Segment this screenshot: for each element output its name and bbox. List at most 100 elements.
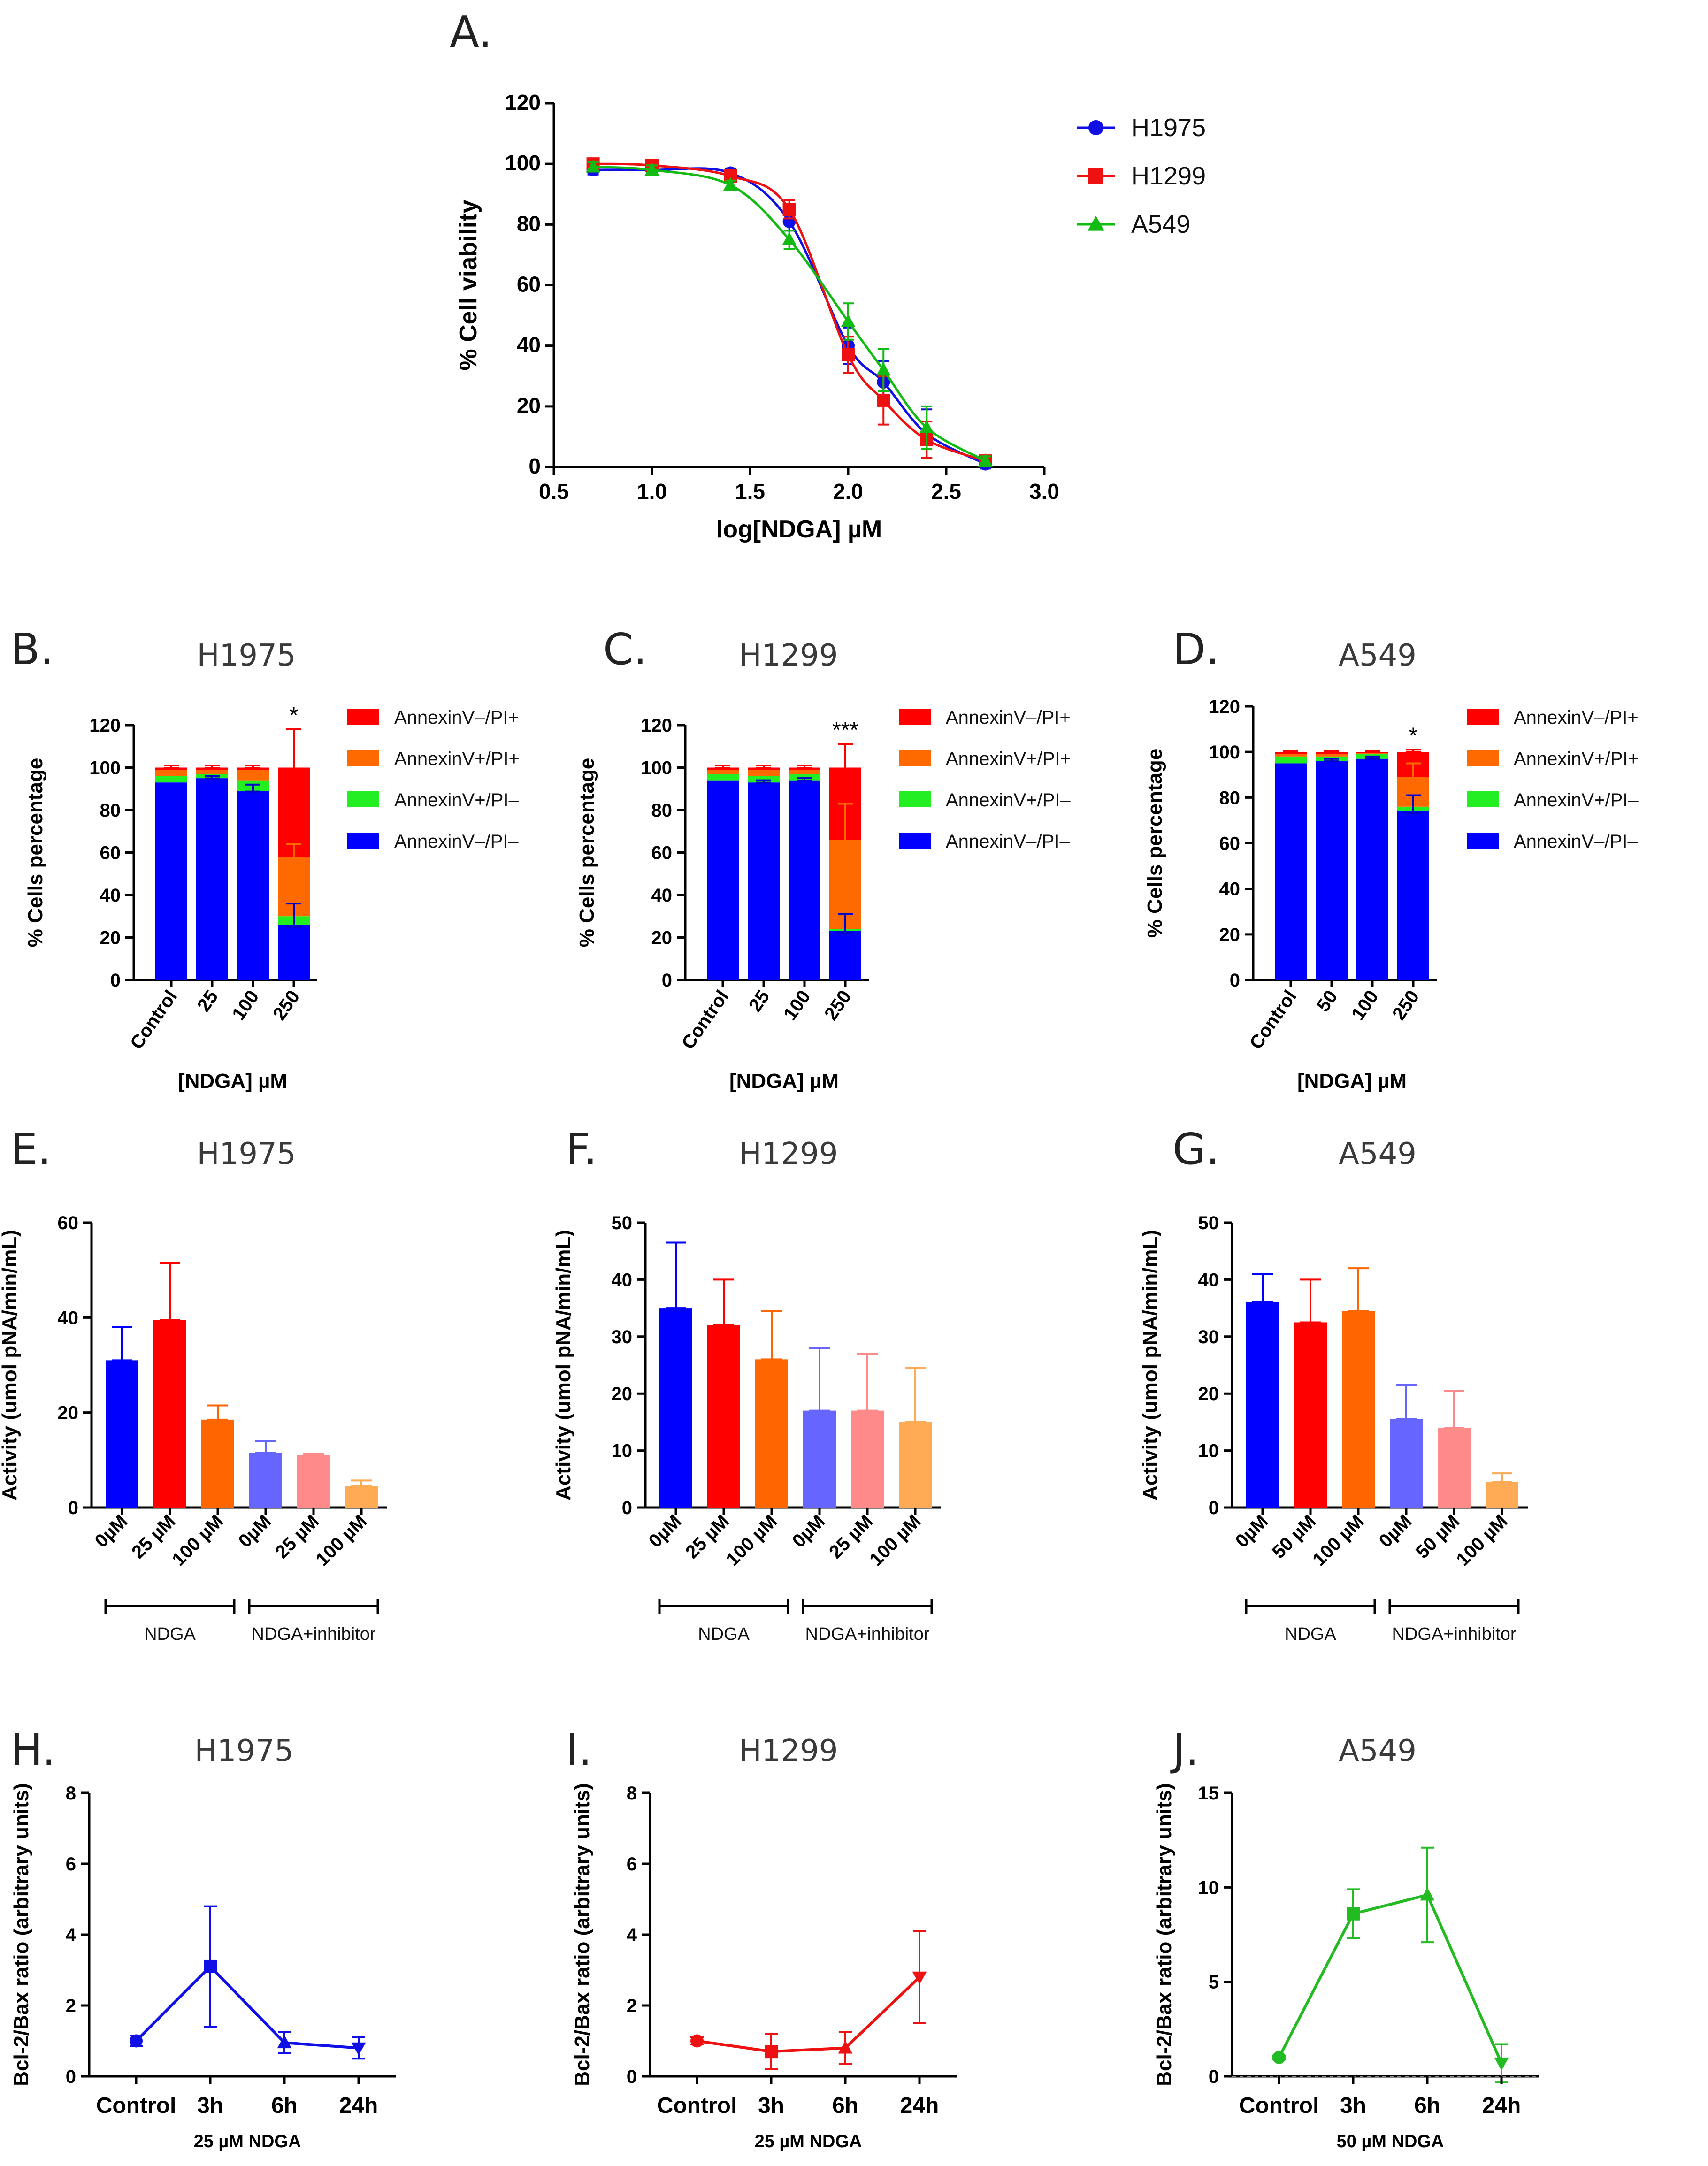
x-tick-label: 0µM xyxy=(1375,1511,1416,1552)
y-tick-label: 8 xyxy=(627,1783,637,1804)
y-tick-label: 40 xyxy=(612,1270,633,1290)
legend-swatch xyxy=(347,709,379,725)
panel-title: H1975 xyxy=(197,638,296,673)
series-a549 xyxy=(1272,1846,1509,2083)
error-bar xyxy=(245,783,260,793)
error-bar xyxy=(1283,750,1298,753)
legend-swatch xyxy=(347,750,379,766)
series-a549: A549 xyxy=(586,159,1190,467)
x-tick-label: 0µM xyxy=(235,1511,276,1552)
x-tick-label: 2.5 xyxy=(931,479,961,504)
data-point xyxy=(1494,2057,1509,2071)
legend-swatch xyxy=(1467,750,1499,766)
x-tick-label: 1.0 xyxy=(637,479,667,504)
data-point xyxy=(919,420,934,433)
data-point xyxy=(842,348,855,362)
y-tick-label: 0 xyxy=(68,1498,78,1518)
y-tick-label: 10 xyxy=(1198,1441,1219,1462)
group-bracket xyxy=(802,1599,933,1614)
y-tick-label: 2 xyxy=(627,1996,637,2016)
y-axis-label: % Cells percentage xyxy=(24,758,47,948)
error-bar xyxy=(286,903,301,928)
error-bar xyxy=(797,777,812,782)
x-axis-label: [NDGA] µM xyxy=(178,1070,287,1093)
x-tick-label: 0µM xyxy=(91,1511,132,1552)
group-label: NDGA+inhibitor xyxy=(251,1624,375,1644)
error-bar xyxy=(809,1347,830,1412)
panel-letter: J. xyxy=(1170,1725,1199,1775)
y-tick-label: 10 xyxy=(612,1441,633,1462)
bar xyxy=(899,1422,932,1508)
legend-swatch xyxy=(347,791,379,807)
series-line xyxy=(135,1964,359,2050)
x-tick-label: 2.0 xyxy=(833,479,863,504)
panel-c-apoptosis: C. H1299 0 20 40 60 80 100 120 % Cells percentage… xyxy=(575,624,1071,1093)
y-tick-label: 0 xyxy=(110,970,121,991)
y-tick-label: 50 xyxy=(1198,1213,1219,1233)
bar-segment-0 xyxy=(789,780,820,980)
y-tick-label: 6 xyxy=(627,1854,637,1875)
bar xyxy=(1390,1419,1423,1508)
y-tick-label: 60 xyxy=(58,1213,79,1233)
x-tick-label: Control xyxy=(678,987,733,1053)
y-tick-label: 40 xyxy=(651,885,673,906)
legend-label: A549 xyxy=(1131,210,1190,238)
y-tick-label: 0 xyxy=(627,2067,637,2087)
legend-label: AnnexinV–/PI+ xyxy=(946,707,1071,728)
data-point xyxy=(277,2035,292,2049)
y-tick-label: 80 xyxy=(100,800,121,821)
bar-segment-1 xyxy=(789,774,820,781)
y-tick-label: 40 xyxy=(100,885,121,906)
x-tick-label: 250 xyxy=(820,987,855,1024)
legend-swatch xyxy=(1467,709,1499,725)
y-tick-label: 20 xyxy=(651,928,673,949)
data-point xyxy=(204,1959,217,1973)
group-label: NDGA+inhibitor xyxy=(805,1624,929,1644)
y-tick-label: 4 xyxy=(66,1925,77,1945)
x-tick-label: Control xyxy=(1246,987,1301,1053)
data-point xyxy=(877,393,890,407)
bar-segment-2 xyxy=(1275,754,1307,757)
bar xyxy=(1486,1482,1518,1508)
y-tick-label: 20 xyxy=(1219,925,1241,945)
y-axis-label: Bcl-2/Bax ratio (arbitrary units) xyxy=(10,1783,33,2086)
x-tick-label: 6h xyxy=(1414,2093,1440,2118)
legend-marker xyxy=(1088,215,1104,231)
bar-segment-0 xyxy=(196,778,228,980)
data-point xyxy=(351,2042,366,2056)
y-tick-label: 0 xyxy=(1209,1498,1219,1518)
error-bar xyxy=(1324,750,1339,753)
error-bar xyxy=(756,764,771,769)
y-tick-label: 80 xyxy=(517,211,541,236)
error-bar xyxy=(1300,1278,1321,1324)
x-axis-label: 25 µM NDGA xyxy=(194,2132,301,2151)
y-tick-label: 2 xyxy=(66,1996,76,2016)
panel-h-bcl2-bax: H. H1975 0 2 4 6 8 Bcl-2/Bax ratio (arbitrary u… xyxy=(10,1725,396,2151)
y-tick-label: 0 xyxy=(528,454,541,478)
x-tick-label: 100 xyxy=(1348,987,1382,1024)
legend-label: H1299 xyxy=(1131,162,1206,190)
group-label: NDGA xyxy=(144,1624,196,1644)
y-tick-label: 20 xyxy=(100,928,121,949)
bar xyxy=(201,1419,234,1508)
x-tick-label: 3h xyxy=(758,2093,784,2118)
y-tick-label: 80 xyxy=(651,800,673,821)
x-tick-label: 0µM xyxy=(1232,1511,1272,1552)
x-tick-label: Control xyxy=(657,2093,737,2118)
error-bar xyxy=(286,728,301,773)
x-tick-label: 100 µM xyxy=(1309,1511,1368,1570)
legend-swatch xyxy=(899,791,931,807)
y-tick-label: 40 xyxy=(58,1308,79,1328)
group-bracket xyxy=(104,1599,236,1614)
bar xyxy=(707,1325,740,1508)
y-tick-label: 0 xyxy=(662,970,672,991)
y-tick-label: 20 xyxy=(1198,1384,1219,1404)
panel-letter: H. xyxy=(10,1725,56,1775)
legend-label: AnnexinV+/PI– xyxy=(1514,790,1639,811)
legend-swatch xyxy=(899,833,931,849)
bar xyxy=(755,1359,788,1508)
group-bracket xyxy=(658,1599,789,1614)
panel-letter: C. xyxy=(603,624,647,674)
error-bar xyxy=(1406,762,1421,780)
bar xyxy=(1246,1302,1279,1508)
